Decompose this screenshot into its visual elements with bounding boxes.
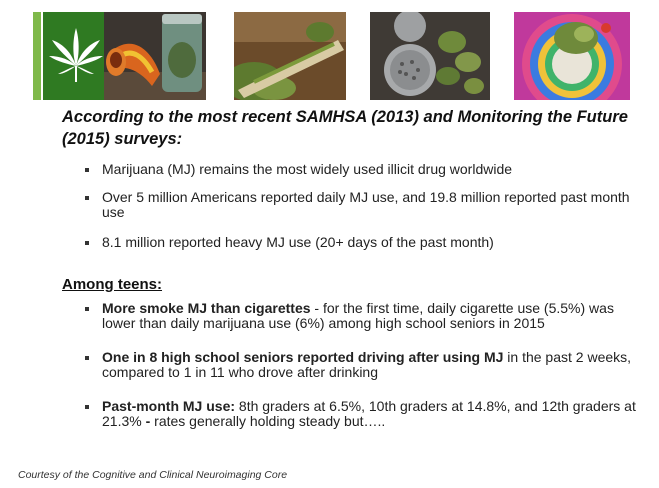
teen-bullet-list: More smoke MJ than cigarettes - for the … xyxy=(82,301,642,429)
bullet-text: in the past 2 weeks, compared to 1 in 11… xyxy=(102,349,632,380)
list-item: Marijuana (MJ) remains the most widely u… xyxy=(82,162,642,177)
photo-strip xyxy=(30,12,630,100)
slide-title: According to the most recent SAMHSA (201… xyxy=(62,108,628,148)
cannabis-leaf-logo-image xyxy=(30,12,110,100)
bullet-emphasis: More smoke MJ than cigarettes xyxy=(102,300,311,316)
list-item: One in 8 high school seniors reported dr… xyxy=(82,350,642,380)
glass-pipe-and-jar-image xyxy=(104,12,206,100)
bullet-emphasis: Past-month MJ use: xyxy=(102,398,236,414)
bullet-emphasis: One in 8 high school seniors reported dr… xyxy=(102,349,504,365)
colorful-pipe-with-bud-image xyxy=(514,12,630,100)
rolled-joint-image xyxy=(234,12,346,100)
bullet-text: rates generally holding steady but….. xyxy=(150,413,386,429)
grinder-and-buds-image xyxy=(370,12,490,100)
survey-bullet-list: Marijuana (MJ) remains the most widely u… xyxy=(82,162,642,250)
list-item: Past-month MJ use: 8th graders at 6.5%, … xyxy=(82,399,642,429)
list-item: 8.1 million reported heavy MJ use (20+ d… xyxy=(82,235,642,250)
bullet-text: 8th graders at 6.5%, 10th graders at 14.… xyxy=(102,398,636,429)
list-item: More smoke MJ than cigarettes - for the … xyxy=(82,301,642,331)
footer-credit: Courtesy of the Cognitive and Clinical N… xyxy=(18,469,288,481)
list-item: Over 5 million Americans reported daily … xyxy=(82,190,642,220)
bullet-text: - for the first time, daily cigarette us… xyxy=(102,300,614,331)
bullet-emphasis: - xyxy=(145,413,151,429)
teens-heading: Among teens: xyxy=(62,276,163,293)
